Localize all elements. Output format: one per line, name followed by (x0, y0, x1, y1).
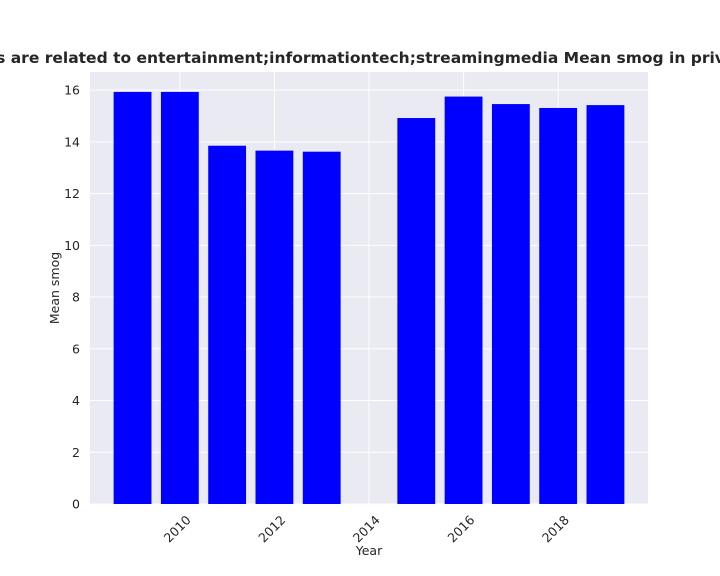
bar (397, 118, 436, 505)
x-tick-label: 2012 (255, 512, 288, 545)
bar (491, 104, 530, 504)
y-tick-label: 4 (72, 393, 80, 408)
bars (113, 91, 625, 505)
bar (113, 91, 152, 504)
bar (160, 91, 199, 504)
x-tick-label: 2014 (350, 512, 383, 545)
y-tick-label: 16 (64, 83, 80, 98)
x-tick-label: 2016 (444, 512, 477, 545)
bar (255, 150, 294, 504)
bar (302, 151, 341, 504)
bar (539, 107, 578, 505)
x-axis-ticks: 2010 2012 2014 2016 2018 (161, 512, 572, 545)
y-tick-label: 2 (72, 445, 80, 460)
bar (444, 96, 483, 504)
bar (208, 145, 247, 504)
y-axis-label: Mean smog (47, 252, 62, 324)
y-axis-ticks: 0 2 4 6 8 10 12 14 16 (64, 83, 80, 512)
chart-title: gories are related to entertainment;info… (0, 49, 720, 67)
y-tick-label: 0 (72, 497, 80, 512)
y-tick-label: 12 (64, 186, 80, 201)
bar (586, 105, 625, 504)
y-tick-label: 8 (72, 290, 80, 305)
y-tick-label: 14 (64, 134, 80, 149)
x-axis-label: Year (355, 543, 383, 558)
y-tick-label: 6 (72, 341, 80, 356)
x-tick-label: 2018 (539, 512, 572, 545)
x-tick-label: 2010 (161, 512, 194, 545)
y-tick-label: 10 (64, 238, 80, 253)
